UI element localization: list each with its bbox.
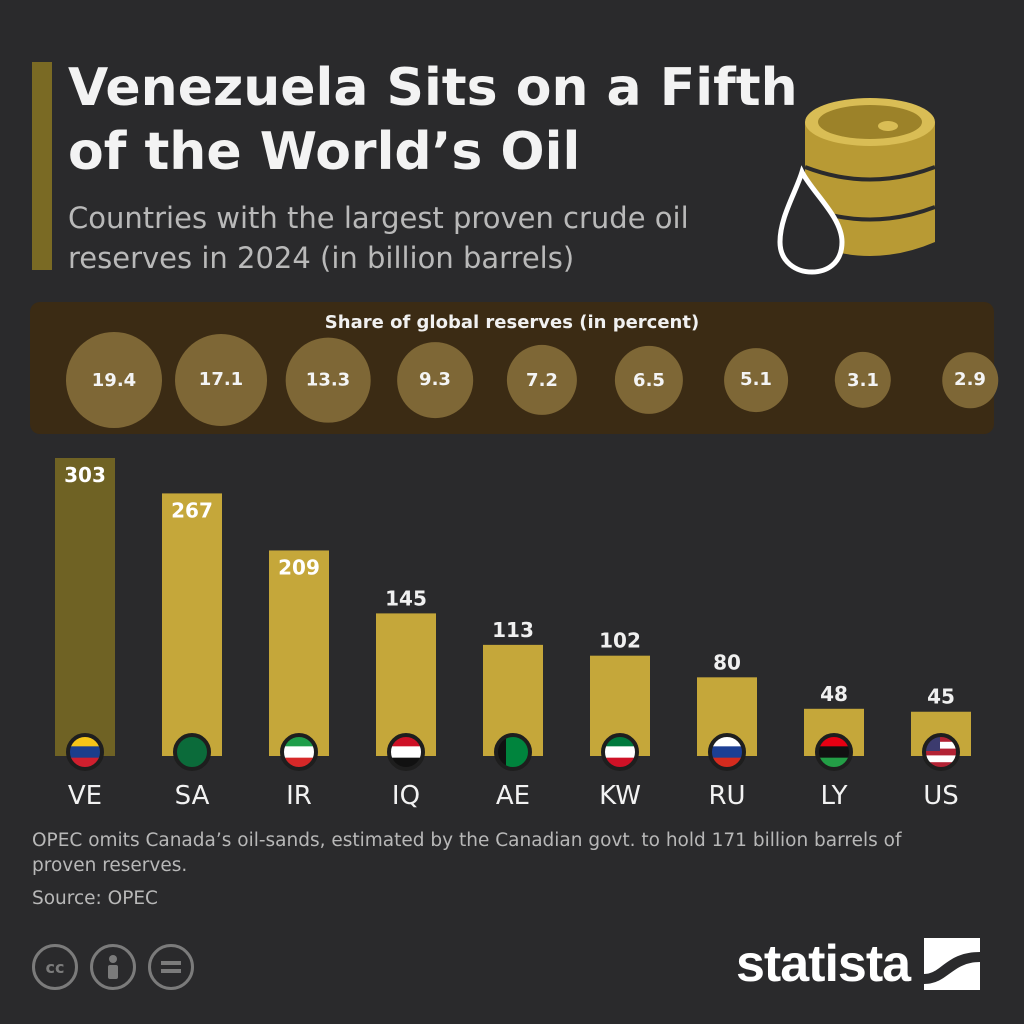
license-icons: cc — [32, 944, 194, 990]
statista-brand[interactable]: statista — [736, 934, 981, 994]
footnote: OPEC omits Canada’s oil-sands, estimated… — [32, 830, 902, 876]
oil-drop-icon — [777, 165, 845, 275]
barrel-icon — [777, 98, 936, 275]
category-label-sa: SA — [175, 781, 210, 811]
category-label-kw: KW — [599, 781, 641, 811]
share-bubble-ir: 13.3 — [285, 337, 371, 423]
share-bubble-ae: 7.2 — [506, 344, 578, 416]
statista-wordmark: statista — [736, 935, 911, 993]
value-label-kw: 102 — [599, 629, 641, 653]
share-bubble-kw: 6.5 — [614, 345, 684, 415]
bar-group-ly: 48 LY — [804, 682, 864, 811]
bar-group-ve: 303 VE — [55, 458, 115, 811]
value-label-ve: 303 — [64, 463, 106, 487]
bar-ve — [55, 458, 115, 756]
share-bubble-ru: 5.1 — [724, 348, 788, 412]
bar-group-sa: 267 SA — [162, 493, 222, 811]
bar-sa — [162, 493, 222, 756]
flag-kw — [603, 735, 637, 769]
category-label-ru: RU — [708, 781, 745, 811]
bar-group-ae: 113 AE — [483, 618, 543, 811]
nd-icon[interactable] — [148, 944, 194, 990]
source-note: Source: OPEC — [32, 888, 158, 909]
page-subtitle: Countries with the largest proven crude … — [68, 201, 689, 275]
title-accent-bar — [32, 62, 52, 270]
value-label-iq: 145 — [385, 586, 427, 610]
category-label-ly: LY — [821, 781, 848, 811]
value-label-ly: 48 — [820, 682, 848, 706]
flag-ir — [282, 735, 316, 769]
flag-ve — [68, 735, 102, 769]
flag-ly — [817, 735, 851, 769]
category-label-iq: IQ — [392, 781, 420, 811]
statista-logo-icon — [924, 938, 981, 990]
share-bubble-iq: 9.3 — [397, 342, 473, 418]
share-bubble-sa: 17.1 — [175, 334, 267, 426]
bar-group-ir: 209 IR — [269, 550, 329, 811]
by-icon[interactable] — [90, 944, 136, 990]
category-label-ir: IR — [286, 781, 312, 811]
bar-group-us: 45 US — [911, 685, 971, 811]
cc-icon[interactable]: cc — [32, 944, 78, 990]
share-bubble-us: 2.9 — [942, 352, 998, 408]
share-bubble-ly: 3.1 — [834, 351, 892, 409]
share-panel: Share of global reserves (in percent) 19… — [30, 302, 998, 434]
value-label-ae: 113 — [492, 618, 534, 642]
share-panel-title: Share of global reserves (in percent) — [324, 312, 700, 333]
value-label-sa: 267 — [171, 498, 213, 522]
flag-iq — [389, 735, 423, 769]
flag-ru — [710, 735, 744, 769]
bar-chart: 303 VE 267 SA 209 IR 145 IQ 113 AE 102 KW 80 RU 48 LY 45… — [55, 458, 971, 811]
bar-group-iq: 145 IQ — [376, 586, 436, 811]
bar-group-kw: 102 KW — [590, 629, 650, 811]
bar-iq — [376, 613, 436, 756]
category-label-ae: AE — [496, 781, 530, 811]
page-title: Venezuela Sits on a Fifth of the World’s… — [68, 58, 798, 182]
bar-ir — [269, 550, 329, 756]
share-bubble-ve: 19.4 — [66, 332, 162, 428]
bar-group-ru: 80 RU — [697, 650, 757, 811]
category-label-us: US — [923, 781, 959, 811]
value-label-us: 45 — [927, 685, 955, 709]
value-label-ir: 209 — [278, 555, 320, 579]
category-label-ve: VE — [68, 781, 102, 811]
value-label-ru: 80 — [713, 650, 741, 674]
